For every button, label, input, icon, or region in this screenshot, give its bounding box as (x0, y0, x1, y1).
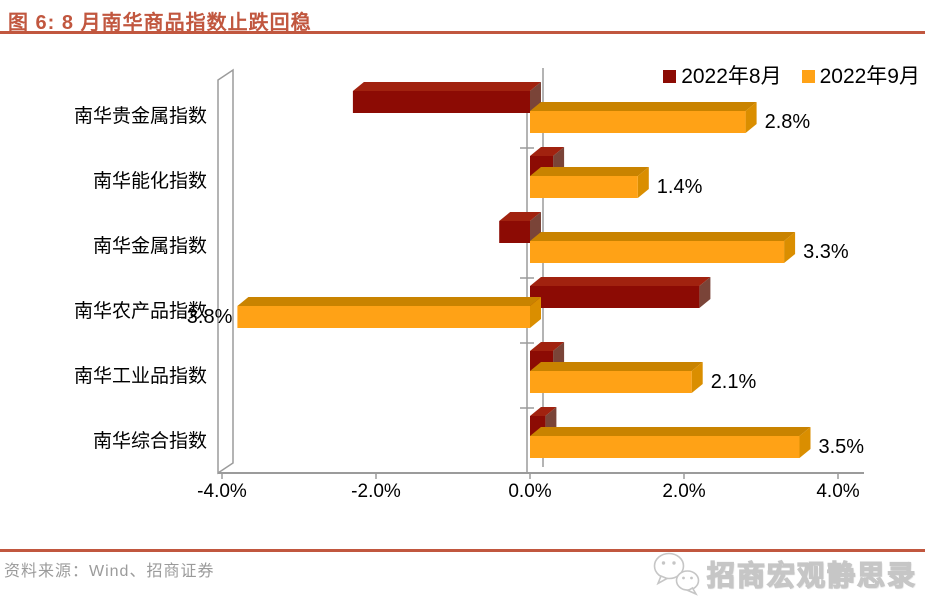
brand-watermark: 招商宏观静思录 (651, 551, 917, 597)
bar-chart: -4.0% -2.0% 0.0% 2.0% 4.0% 2.8% 1.4% 3.3% -3.8% 2… (74, 68, 865, 502)
legend-label-sep: 2022年9月 (819, 65, 920, 88)
bar-value-label: 2.8% (765, 111, 811, 133)
bar-sep-front-face (530, 436, 800, 458)
source-note: 资料来源：Wind、招商证券 (4, 563, 215, 580)
legend-swatch-aug-icon (663, 69, 677, 83)
x-axis-tick-label: 4.0% (816, 481, 859, 502)
bar-sep-top-face (530, 427, 811, 436)
bar-aug-front-face (352, 91, 530, 113)
category-label: 南华综合指数 (93, 430, 207, 452)
bar-sep-front-face (530, 176, 638, 198)
legend-item-aug: 2022年8月 (663, 60, 782, 90)
bar-sep-end-face (799, 427, 811, 458)
bar-sep-top-face (237, 297, 541, 306)
bar-aug-end-face (699, 277, 711, 308)
bar-sep-front-face (530, 241, 785, 263)
bar-aug-top-face (530, 407, 557, 416)
bar-aug-top-face (530, 342, 565, 351)
bar-aug-top-face (352, 82, 541, 91)
bar-sep-front-face (530, 111, 746, 133)
bar-aug-top-face (530, 147, 565, 156)
title-divider (0, 31, 925, 34)
bar-sep-top-face (530, 232, 796, 241)
chart-legend: 2022年8月 2022年9月 (663, 60, 920, 90)
figure-title: 图 6: 8 月南华商品指数止跌回稳 (8, 12, 312, 34)
bar-sep-end-face (530, 297, 541, 328)
x-axis-tick-label: -2.0% (351, 481, 401, 502)
bar-aug-top-face (499, 212, 541, 221)
x-axis-tick-label: 2.0% (662, 481, 705, 502)
category-label: 南华工业品指数 (74, 365, 207, 387)
bar-sep-end-face (637, 167, 649, 198)
category-label: 南华贵金属指数 (74, 105, 207, 127)
bar-sep-front-face (237, 306, 530, 328)
bar-sep-end-face (691, 362, 703, 393)
category-label: 南华能化指数 (93, 170, 207, 192)
wechat-icon (653, 552, 700, 596)
bar-value-label: 1.4% (657, 176, 703, 198)
brand-name: 招商宏观静思录 (706, 559, 917, 591)
bar-value-label: 3.3% (803, 241, 849, 263)
legend-swatch-sep-icon (801, 69, 815, 83)
x-axis-tick-label: -4.0% (197, 481, 247, 502)
category-label: 南华金属指数 (93, 235, 207, 257)
x-axis-tick-label: 0.0% (508, 481, 551, 502)
footer-divider (0, 549, 925, 552)
bar-sep-top-face (530, 102, 757, 111)
bar-value-label: 2.1% (711, 371, 757, 393)
bar-sep-front-face (530, 371, 692, 393)
bar-value-label: -3.8% (180, 306, 232, 328)
legend-label-aug: 2022年8月 (681, 65, 782, 88)
bar-sep-top-face (530, 167, 649, 176)
bar-sep-end-face (745, 102, 757, 133)
bar-aug-top-face (530, 277, 711, 286)
legend-item-sep: 2022年9月 (801, 60, 920, 90)
category-label: 南华农产品指数 (74, 300, 207, 322)
bar-aug-front-face (530, 286, 700, 308)
bar-aug-front-face (499, 221, 530, 243)
bar-sep-end-face (784, 232, 796, 263)
plot-wall (217, 68, 234, 475)
bar-value-label: 3.5% (819, 436, 865, 458)
bar-sep-top-face (530, 362, 703, 371)
